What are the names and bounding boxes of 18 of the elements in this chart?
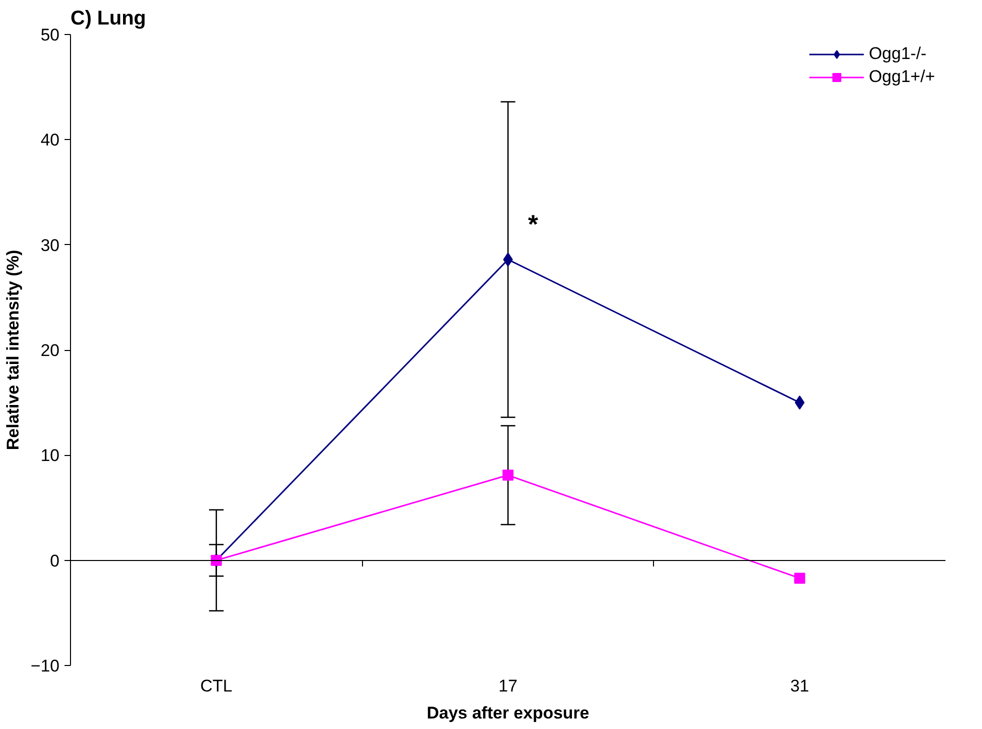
x-axis-title: Days after exposure <box>426 704 590 722</box>
y-tick-label: 30 <box>40 236 60 255</box>
y-tick-label: −10 <box>30 656 60 676</box>
x-tick-label: CTL <box>200 676 232 696</box>
y-axis-title: Relative tail intensity (%) <box>4 250 23 450</box>
legend-label: Ogg1-/- <box>868 44 926 64</box>
x-tick-label: 17 <box>498 676 518 696</box>
y-tick-label: 0 <box>50 551 60 570</box>
y-tick-label: 20 <box>40 341 60 360</box>
y-tick-label: 10 <box>40 446 60 466</box>
x-tick-label: 31 <box>790 676 810 696</box>
annotation: * <box>528 208 539 239</box>
y-tick-label: 50 <box>40 26 60 44</box>
y-tick-label: 40 <box>40 130 60 150</box>
legend-label: Ogg1+/+ <box>868 67 935 87</box>
point <box>794 572 806 584</box>
point <box>502 470 514 481</box>
chart-title: C) Lung <box>70 8 146 30</box>
